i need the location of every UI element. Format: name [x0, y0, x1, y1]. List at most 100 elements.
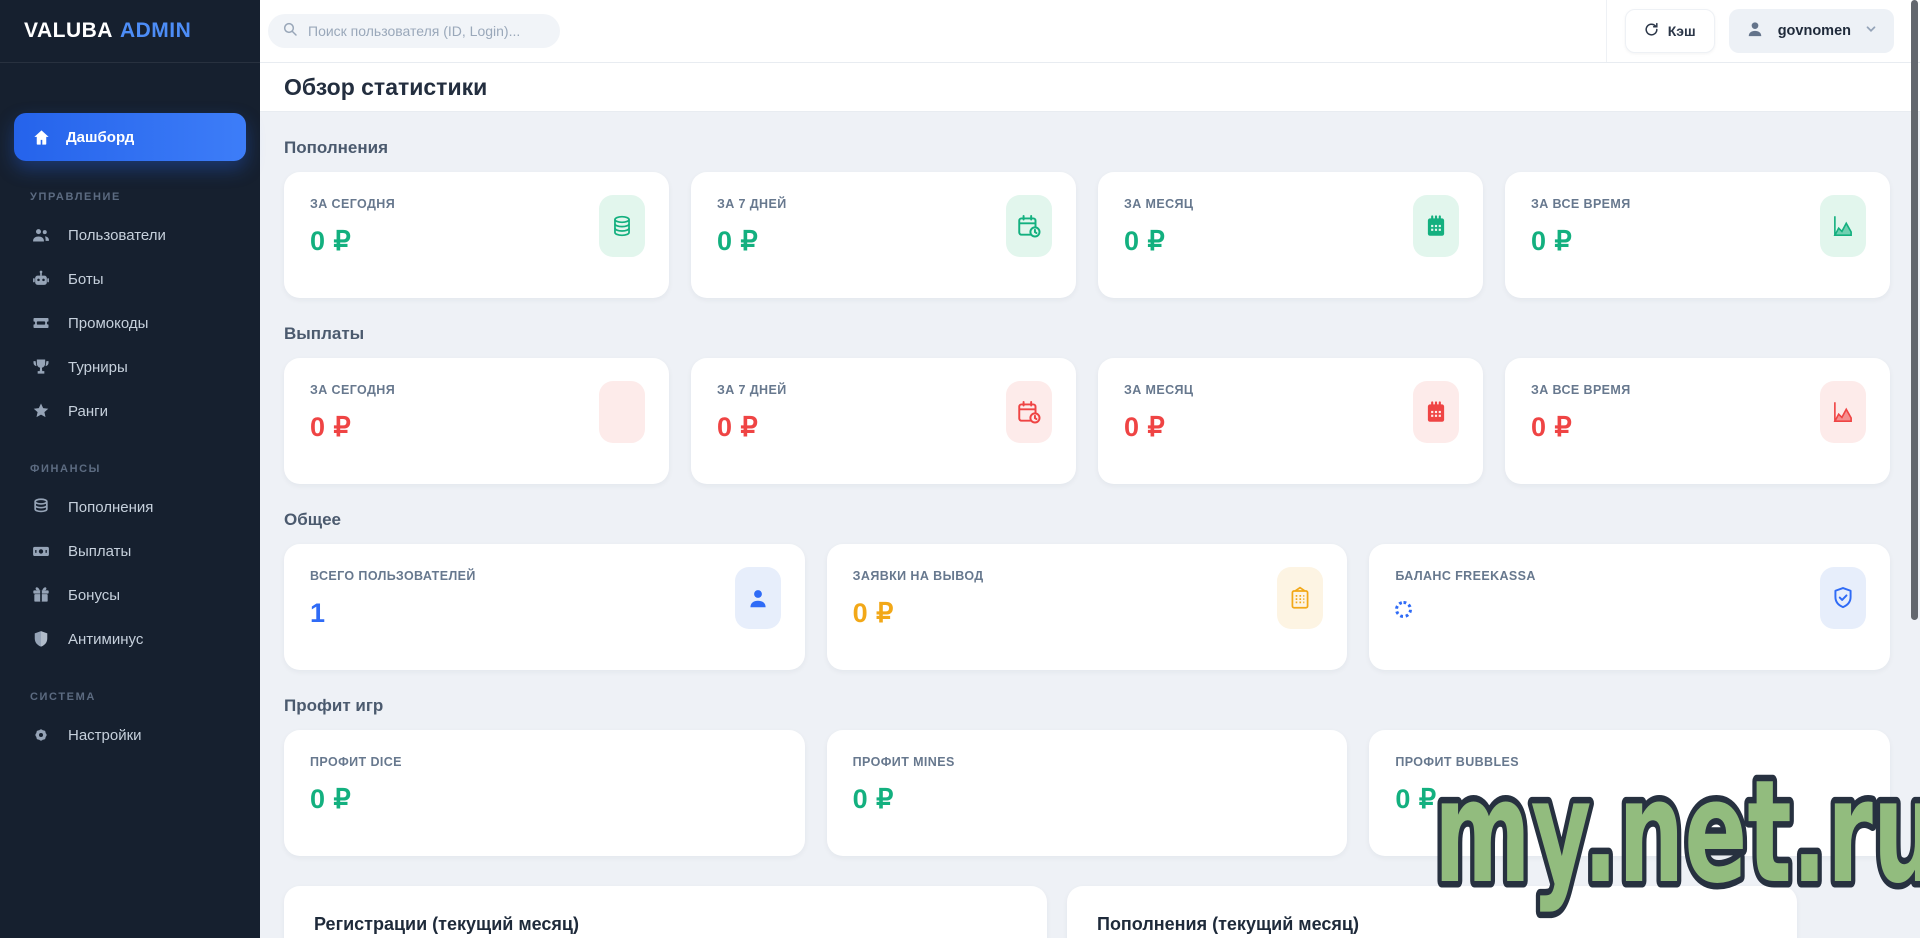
sidebar-item-label: Ранги — [68, 402, 108, 420]
area-chart-icon — [1820, 195, 1866, 257]
sidebar-item-settings[interactable]: Настройки — [14, 713, 246, 757]
brand-suffix: ADMIN — [119, 19, 192, 42]
coins-icon — [31, 497, 51, 517]
stat-value: 1 — [310, 598, 326, 628]
stat-value: 0 ₽ — [1395, 784, 1437, 814]
shield-icon — [31, 629, 51, 649]
ticket-icon — [31, 313, 51, 333]
deposits-cards: ЗА СЕГОДНЯ 0 ₽ ЗА 7 ДНЕЙ 0 ₽ ЗА МЕСЯЦ 0 … — [284, 172, 1890, 298]
stat-value: 0 ₽ — [1124, 226, 1166, 256]
brand-name: VALUBA — [24, 19, 113, 42]
empty-badge — [599, 381, 645, 443]
stat-card-withdraw-requests: ЗАЯВКИ НА ВЫВОД 0 ₽ — [826, 544, 1348, 670]
page-title: Обзор статистики — [284, 73, 488, 100]
profit-cards: ПРОФИТ DICE 0 ₽ ПРОФИТ MINES 0 ₽ ПРОФИТ … — [284, 730, 1890, 856]
nav-section-system: СИСТЕМА — [30, 691, 96, 703]
sidebar-item-bonuses[interactable]: Бонусы — [14, 573, 246, 617]
gear-icon — [31, 725, 51, 745]
sidebar-item-label: Пользователи — [68, 226, 166, 244]
payouts-cards: ЗА СЕГОДНЯ 0 ₽ ЗА 7 ДНЕЙ 0 ₽ ЗА МЕСЯЦ 0 … — [284, 358, 1890, 484]
user-menu[interactable]: govnomen — [1728, 9, 1894, 53]
sidebar-item-ranks[interactable]: Ранги — [14, 389, 246, 433]
gift-icon — [31, 585, 51, 605]
cache-button[interactable]: Кэш — [1624, 9, 1715, 53]
calendar-clock-icon — [1006, 381, 1052, 443]
user-icon — [1745, 19, 1765, 43]
stat-card-deposits-7days: ЗА 7 ДНЕЙ 0 ₽ — [691, 172, 1076, 298]
clipboard-icon — [1277, 567, 1324, 629]
chart-card-registrations: Регистрации (текущий месяц) — [284, 886, 1047, 938]
stat-card-deposits-month: ЗА МЕСЯЦ 0 ₽ — [1098, 172, 1483, 298]
calendar-icon — [1413, 381, 1459, 443]
sidebar-item-antiminus[interactable]: Антиминус — [14, 617, 246, 661]
stat-value: 0 ₽ — [852, 784, 894, 814]
general-cards: ВСЕГО ПОЛЬЗОВАТЕЛЕЙ 1 ЗАЯВКИ НА ВЫВОД 0 … — [284, 544, 1890, 670]
stat-card-deposits-alltime: ЗА ВСЕ ВРЕМЯ 0 ₽ — [1505, 172, 1890, 298]
sidebar-item-label: Дашборд — [66, 128, 135, 146]
sidebar-nav: Дашборд УПРАВЛЕНИЕ Пользователи Боты Про — [0, 63, 260, 757]
sidebar-item-deposits[interactable]: Пополнения — [14, 485, 246, 529]
user-icon — [734, 567, 781, 629]
content: Пополнения ЗА СЕГОДНЯ 0 ₽ ЗА 7 ДНЕЙ 0 ₽ — [260, 112, 1920, 938]
stat-value: 0 ₽ — [1531, 226, 1573, 256]
stat-card-payouts-7days: ЗА 7 ДНЕЙ 0 ₽ — [691, 358, 1076, 484]
stat-value: 0 ₽ — [310, 784, 352, 814]
username: govnomen — [1777, 23, 1851, 39]
star-icon — [31, 401, 51, 421]
sidebar-item-label: Турниры — [68, 358, 128, 376]
robot-icon — [31, 269, 51, 289]
sidebar-item-dashboard[interactable]: Дашборд — [14, 113, 246, 161]
vertical-scrollbar[interactable] — [1911, 0, 1918, 620]
stat-card-freekassa-balance: БАЛАНС FREEKASSA — [1369, 544, 1890, 670]
section-title-general: Общее — [284, 510, 341, 529]
stat-card-profit-bubbles: ПРОФИТ BUBBLES 0 ₽ — [1369, 730, 1890, 856]
sidebar-item-bots[interactable]: Боты — [14, 257, 246, 301]
sidebar-item-label: Промокоды — [68, 314, 149, 332]
sidebar-item-label: Выплаты — [68, 542, 132, 560]
shield-check-icon — [1820, 567, 1866, 629]
stat-card-profit-dice: ПРОФИТ DICE 0 ₽ — [284, 730, 805, 856]
sidebar-item-tournaments[interactable]: Турниры — [14, 345, 246, 389]
sidebar-item-label: Боты — [68, 270, 104, 288]
search-input[interactable] — [308, 23, 546, 39]
loading-spinner — [1395, 601, 1413, 618]
sidebar-item-payouts[interactable]: Выплаты — [14, 529, 246, 573]
search-icon — [282, 21, 298, 42]
stat-value: 0 ₽ — [717, 412, 759, 442]
home-icon — [31, 127, 51, 147]
users-icon — [31, 225, 51, 245]
chevron-down-icon — [1864, 22, 1878, 40]
nav-section-management: УПРАВЛЕНИЕ — [30, 191, 121, 203]
stat-card-payouts-today: ЗА СЕГОДНЯ 0 ₽ — [284, 358, 669, 484]
sidebar-item-promocodes[interactable]: Промокоды — [14, 301, 246, 345]
stat-value: 0 ₽ — [1531, 412, 1573, 442]
stat-value: 0 ₽ — [310, 412, 352, 442]
stat-card-deposits-today: ЗА СЕГОДНЯ 0 ₽ — [284, 172, 669, 298]
coins-icon — [599, 195, 645, 257]
stat-card-total-users: ВСЕГО ПОЛЬЗОВАТЕЛЕЙ 1 — [284, 544, 805, 670]
calendar-icon — [1413, 195, 1459, 257]
stat-value: 0 ₽ — [852, 598, 894, 628]
chart-card-deposits-month-chart: Пополнения (текущий месяц) — [1067, 886, 1797, 938]
calendar-clock-icon — [1006, 195, 1052, 257]
page-header: Обзор статистики — [260, 63, 1920, 112]
topbar-right: Кэш govnomen — [1605, 0, 1894, 62]
stat-value: 0 ₽ — [717, 226, 759, 256]
sidebar-item-users[interactable]: Пользователи — [14, 213, 246, 257]
refresh-icon — [1644, 22, 1659, 40]
sidebar-item-label: Антиминус — [68, 630, 144, 648]
section-title-profit: Профит игр — [284, 696, 384, 715]
brand-logo: VALUBA ADMIN — [0, 0, 260, 63]
trophy-icon — [31, 357, 51, 377]
stat-card-profit-mines: ПРОФИТ MINES 0 ₽ — [826, 730, 1348, 856]
search-box — [268, 14, 560, 48]
stat-card-payouts-alltime: ЗА ВСЕ ВРЕМЯ 0 ₽ — [1505, 358, 1890, 484]
stat-value: 0 ₽ — [310, 226, 352, 256]
topbar: Кэш govnomen — [260, 0, 1920, 63]
cache-button-label: Кэш — [1667, 23, 1696, 39]
charts-row: Регистрации (текущий месяц) Пополнения (… — [284, 886, 1890, 938]
main-area: Кэш govnomen Обзор статистики Пополнения — [260, 0, 1920, 938]
sidebar-item-label: Настройки — [68, 726, 142, 744]
section-title-payouts: Выплаты — [284, 324, 365, 343]
